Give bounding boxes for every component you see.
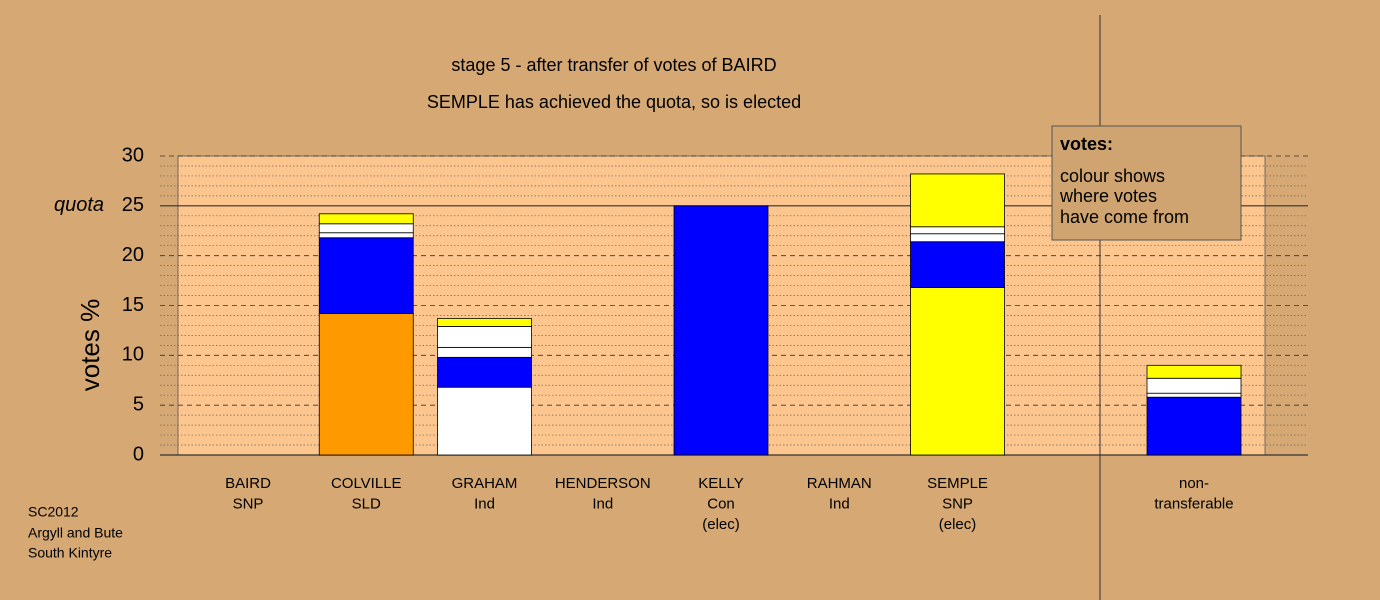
note-line: where votes (1059, 186, 1157, 206)
bar-segment (437, 386, 532, 456)
bar-segment (910, 241, 1005, 288)
y-tick-label: 30 (122, 144, 144, 166)
y-tick-label: 5 (133, 393, 144, 415)
x-tick-label: HENDERSON (555, 475, 651, 492)
bar-segment (910, 173, 1005, 228)
y-tick-label: 15 (122, 294, 144, 316)
note-box (1051, 125, 1242, 241)
note-line: colour shows (1060, 166, 1165, 186)
x-tick-label: non- (1179, 475, 1209, 492)
bar-segment (437, 326, 532, 348)
x-tick-label: Ind (474, 495, 495, 512)
footer-line: SC2012 (28, 504, 79, 520)
bar-segment (318, 237, 414, 314)
bar-segment (1146, 396, 1242, 456)
y-tick-label: 25 (122, 194, 144, 216)
bar-segment (1146, 392, 1242, 398)
chart-subtitle: SEMPLE has achieved the quota, so is ele… (427, 92, 801, 112)
x-tick-label: (elec) (702, 516, 740, 533)
y-axis-label: votes % (75, 299, 105, 392)
x-tick-label: BAIRD (225, 475, 271, 492)
y-tick-label: 10 (122, 344, 144, 366)
bar-segment (318, 313, 414, 456)
chart-title: stage 5 - after transfer of votes of BAI… (451, 55, 776, 75)
x-tick-label: SLD (352, 495, 381, 512)
bar-segment (910, 226, 1005, 235)
x-tick-label: COLVILLE (331, 475, 402, 492)
x-tick-label: transferable (1154, 495, 1233, 512)
x-tick-label: RAHMAN (807, 475, 872, 492)
x-tick-label: SNP (942, 495, 973, 512)
x-tick-label: Con (707, 495, 735, 512)
bar-segment (318, 213, 414, 225)
bar-segment (910, 287, 1005, 456)
footer-line: Argyll and Bute (28, 525, 123, 541)
y-tick-label: 20 (122, 244, 144, 266)
note-title: votes: (1060, 134, 1113, 154)
x-tick-label: SNP (233, 495, 264, 512)
note-line: have come from (1060, 207, 1189, 227)
bar-segment (1146, 377, 1242, 394)
quota-label: quota (54, 194, 104, 216)
bars (318, 173, 1242, 456)
y-tick-label: 0 (133, 443, 144, 465)
bar-segment (1146, 364, 1242, 379)
bar-segment (318, 232, 414, 239)
x-tick-label: SEMPLE (927, 475, 988, 492)
x-tick-label: GRAHAM (452, 475, 518, 492)
bar-segment (673, 205, 769, 456)
x-tick-label: (elec) (939, 516, 977, 533)
x-tick-label: Ind (829, 495, 850, 512)
bar-segment (437, 356, 532, 388)
bar-segment (910, 233, 1005, 243)
x-tick-label: KELLY (698, 475, 744, 492)
bar-segment (437, 346, 532, 358)
bar-segment (437, 318, 532, 327)
x-tick-label: Ind (592, 495, 613, 512)
footer-line: South Kintyre (28, 545, 112, 561)
bar-segment (318, 223, 414, 234)
